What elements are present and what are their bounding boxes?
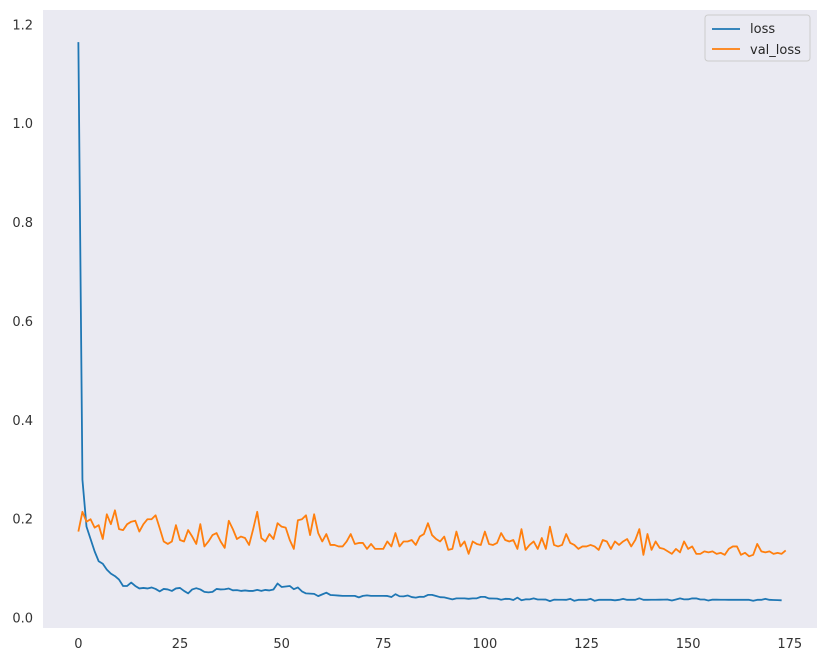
x-tick-label: 75 bbox=[375, 637, 392, 652]
series-line-val-loss bbox=[77, 509, 787, 558]
x-tick-label: 25 bbox=[172, 637, 189, 652]
y-axis: 0.0 0.2 0.4 0.6 0.8 1.0 1.2 bbox=[12, 18, 33, 626]
y-tick-label: 1.2 bbox=[12, 18, 33, 33]
series-line-loss bbox=[77, 42, 782, 602]
y-tick-label: 1.0 bbox=[12, 117, 33, 132]
x-tick-label: 100 bbox=[472, 637, 497, 652]
y-tick-label: 0.6 bbox=[12, 315, 33, 330]
y-tick-label: 0.0 bbox=[12, 612, 33, 627]
y-tick-label: 0.4 bbox=[12, 414, 33, 429]
legend-label-loss: loss bbox=[750, 22, 775, 37]
x-tick-label: 125 bbox=[574, 637, 599, 652]
legend-label-val-loss: val_loss bbox=[750, 43, 801, 58]
y-tick-label: 0.2 bbox=[12, 513, 33, 528]
plot-area bbox=[43, 10, 817, 628]
y-tick-label: 0.8 bbox=[12, 216, 33, 231]
x-axis: 0 25 50 75 100 125 150 175 bbox=[74, 637, 802, 652]
series-lines bbox=[77, 42, 787, 602]
legend: loss val_loss bbox=[704, 14, 811, 62]
x-tick-label: 50 bbox=[273, 637, 290, 652]
x-tick-label: 150 bbox=[676, 637, 701, 652]
x-tick-label: 0 bbox=[74, 637, 82, 652]
x-tick-label: 175 bbox=[777, 637, 802, 652]
